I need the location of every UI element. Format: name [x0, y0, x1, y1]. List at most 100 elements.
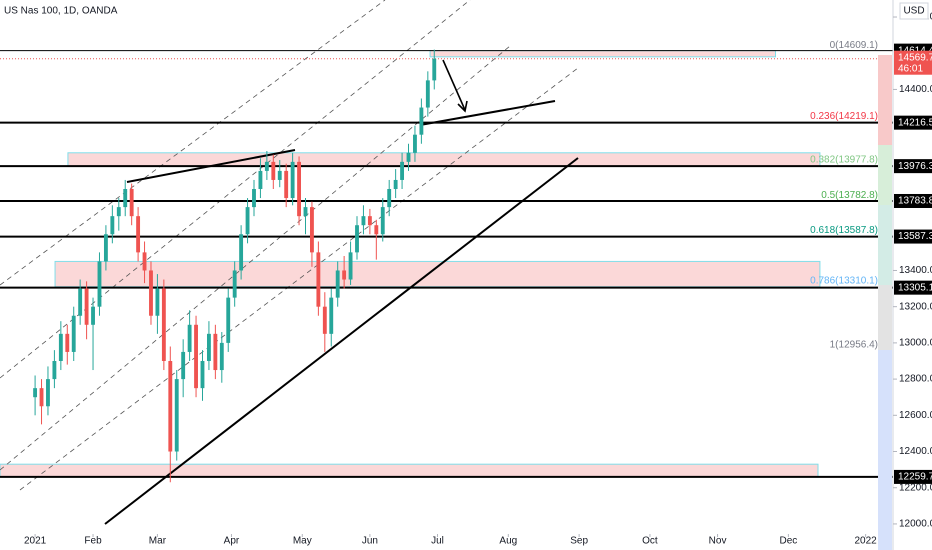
- candle-body: [387, 189, 392, 208]
- level-tag: [894, 193, 932, 208]
- y-tick-label: 12000.0: [899, 519, 932, 530]
- level-tag-label: 13587.3: [898, 231, 932, 242]
- y-tick-label: 12200.0: [899, 482, 932, 493]
- level-tag-label: 14216.5: [898, 117, 932, 128]
- candle-body: [432, 58, 437, 81]
- current-price-label: 14569.7: [898, 52, 932, 63]
- candle-body: [355, 225, 359, 253]
- level-tag-label: 13305.1: [898, 282, 932, 293]
- candle-body: [194, 324, 198, 389]
- arrow-head: [457, 100, 468, 113]
- x-tick-label: Oct: [642, 536, 658, 547]
- y-tick-label: 12800.0: [899, 374, 932, 385]
- candle-body: [161, 288, 166, 361]
- candle-body: [206, 333, 211, 361]
- x-tick-label: Aug: [499, 536, 517, 547]
- currency[interactable]: USD: [903, 6, 924, 17]
- arrow: [442, 59, 466, 111]
- x-tick-label: 2022: [855, 536, 878, 547]
- candle-body: [123, 189, 128, 208]
- candle-body: [342, 270, 347, 280]
- zone: [0, 463, 819, 478]
- candle-body: [78, 288, 83, 316]
- candle-body: [181, 351, 186, 380]
- candle-body: [39, 388, 44, 407]
- y-tick-label: 12400.0: [899, 446, 932, 457]
- candle-body: [52, 360, 57, 380]
- level-tag-label: 12259.7: [898, 472, 932, 483]
- candle-body: [200, 360, 205, 389]
- trend-line: [419, 100, 556, 126]
- candle-body: [71, 315, 76, 352]
- y-tick-label: 13000.0: [899, 338, 932, 349]
- fib-strip: [878, 205, 892, 285]
- fib-label: 0.236(14219.1): [810, 111, 878, 122]
- fib-label: 0.382(13977.8): [810, 155, 878, 166]
- candle-body: [271, 161, 276, 180]
- candle-body: [322, 306, 327, 334]
- level-tag: [894, 159, 932, 174]
- candle-body: [103, 234, 108, 262]
- candle-body: [226, 297, 231, 343]
- level-tag: [894, 469, 932, 484]
- candle-body: [425, 80, 430, 108]
- x-tick-label: May: [293, 536, 312, 547]
- candle-body: [329, 297, 334, 334]
- chart-title: US Nas 100, 1D, OANDA: [4, 6, 118, 17]
- candle-body: [303, 207, 308, 217]
- channel-line: [0, 0, 386, 286]
- candle-body: [245, 207, 250, 235]
- candle-body: [316, 252, 321, 307]
- candle-body: [297, 161, 301, 217]
- candle-body: [155, 288, 160, 316]
- level-tag-label: 13783.8: [898, 196, 932, 207]
- candle-body: [380, 207, 385, 235]
- candle-body: [361, 216, 366, 226]
- candle-body: [252, 189, 256, 208]
- fib-strip: [878, 145, 892, 205]
- x-tick-label: Jul: [431, 536, 444, 547]
- candle-body: [393, 179, 398, 190]
- candle-body: [84, 288, 89, 325]
- currency-box[interactable]: [899, 2, 929, 20]
- y-tick-label: 13400.0: [899, 265, 932, 276]
- zones: [0, 50, 821, 478]
- y-tick-label: 14400.0: [899, 84, 932, 95]
- x-tick-label: Dec: [779, 536, 797, 547]
- x-tick-label: Jun: [362, 536, 378, 547]
- fib-label: 0(14609.1): [830, 40, 878, 51]
- levels: 0(14609.1) 0.236(14219.1) 0.382(13977.8) 0.…: [0, 40, 893, 478]
- candle-body: [264, 161, 269, 171]
- candle-body: [110, 216, 115, 235]
- candle-body: [149, 270, 153, 316]
- candle-body: [97, 261, 102, 307]
- x-tick-label: Nov: [709, 536, 727, 547]
- zone: [54, 260, 821, 288]
- fib-label: 0.618(13587.8): [810, 225, 878, 236]
- fib-label: 0.786(13310.1): [810, 275, 878, 286]
- candle-body: [335, 270, 340, 298]
- level-tag-label: 13976.3: [898, 161, 932, 172]
- current-price-tag: [894, 50, 932, 75]
- countdown-label: 46:01: [898, 63, 923, 74]
- fib-strip: [878, 285, 892, 350]
- fib-strip: [878, 350, 892, 550]
- candle-body: [290, 161, 295, 199]
- trend-line: [104, 157, 579, 525]
- y-tick-label: 13200.0: [899, 301, 932, 312]
- candle-body: [284, 170, 289, 199]
- candle-body: [374, 225, 379, 235]
- y-tick-label: 12600.0: [899, 410, 932, 421]
- candle-body: [367, 216, 372, 226]
- x-tick-label: Sep: [570, 536, 588, 547]
- candle-body: [258, 170, 263, 190]
- candle-body: [187, 324, 192, 352]
- x-tick-label: Mar: [149, 536, 167, 547]
- candle-body: [129, 189, 134, 217]
- fib-label: 1(12956.4): [830, 339, 878, 350]
- channel-line: [0, 45, 511, 471]
- level-tag: [894, 229, 932, 244]
- candle-body: [239, 234, 244, 271]
- x-tick-label: Feb: [84, 536, 102, 547]
